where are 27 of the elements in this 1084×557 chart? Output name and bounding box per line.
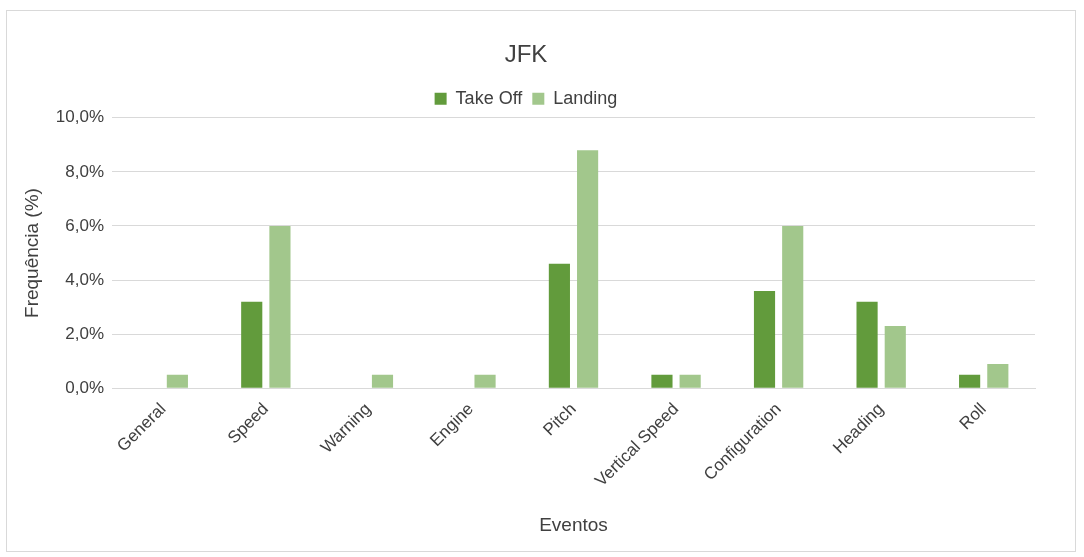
bar [782, 225, 804, 388]
x-axis-title: Eventos [539, 513, 608, 535]
y-tick-label: 6,0% [65, 215, 104, 235]
bar [753, 290, 776, 388]
bar [241, 301, 263, 388]
y-tick-label: 8,0% [65, 161, 104, 181]
bar [884, 326, 906, 388]
bar [548, 263, 570, 388]
bar [269, 225, 291, 388]
bar [987, 363, 1009, 388]
bar [651, 374, 673, 388]
bar [371, 374, 394, 388]
y-tick-label: 0,0% [65, 377, 104, 397]
bar [679, 374, 701, 388]
bar [577, 150, 599, 388]
y-tick-label: 4,0% [65, 269, 104, 289]
bar [959, 374, 981, 388]
y-tick-label: 2,0% [65, 323, 104, 343]
chart-title: JFK [504, 40, 548, 68]
legend-label: Take Off [455, 87, 524, 108]
y-tick-label: 10,0% [55, 107, 104, 127]
bar [856, 301, 878, 388]
x-tick-label: Roll [955, 399, 990, 434]
y-axis-title: Frequência (%) [20, 188, 42, 318]
bar [474, 374, 496, 388]
legend-label: Landing [553, 87, 618, 108]
bar [166, 374, 188, 388]
